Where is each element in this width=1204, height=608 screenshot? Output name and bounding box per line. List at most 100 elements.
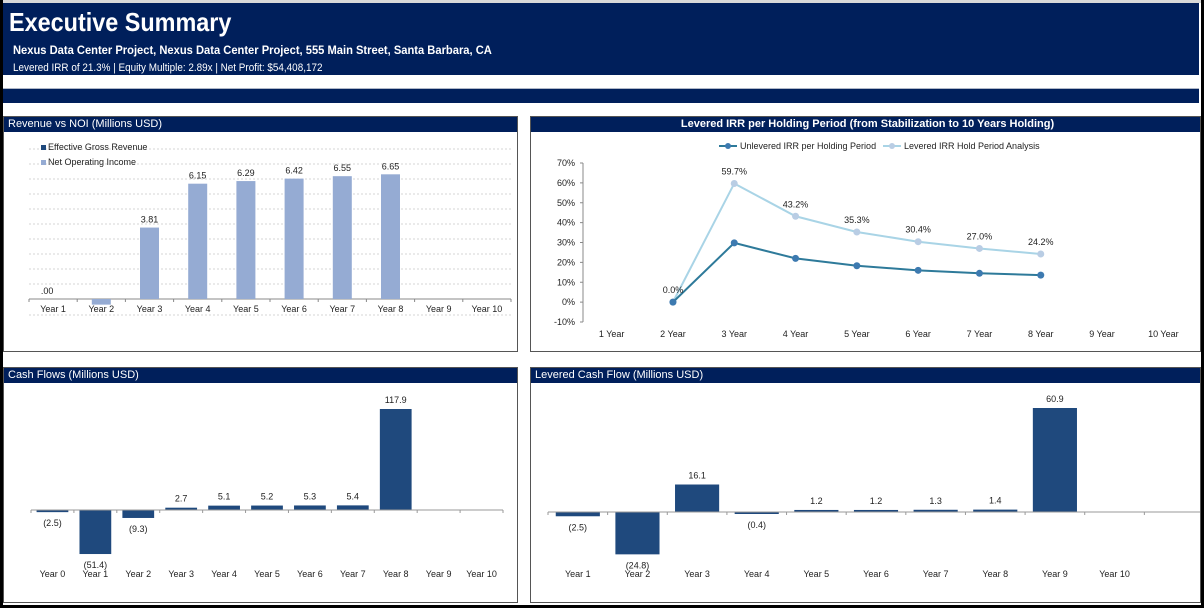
levered-irr-marker [914,238,922,246]
x-tick-label: 5 Year [844,329,870,339]
x-tick-label: Year 5 [254,569,280,579]
data-label: 6.42 [285,166,303,176]
levered-irr-line [672,182,1041,303]
data-label: 27.0% [967,231,993,241]
unlevered-irr-marker [914,266,922,274]
data-label: 5.4 [347,491,360,501]
x-tick-label: Year 10 [1099,569,1130,579]
key-metrics: Levered IRR of 21.3% | Equity Multiple: … [13,62,323,74]
noi-bar [381,174,400,299]
x-tick-label: Year 2 [88,304,114,314]
data-label: 1.3 [929,496,942,506]
x-tick-label: Year 4 [185,304,211,314]
unlevered-irr-marker [730,239,738,247]
y-tick-label: -10% [554,317,575,327]
unlevered-irr-marker [853,262,861,270]
x-tick-label: Year 10 [472,304,503,314]
cash-flow-bar [122,510,155,518]
noi-bar [332,176,352,299]
x-tick-label: Year 8 [982,569,1008,579]
panel-title: Cash Flows (Millions USD) [4,368,517,383]
cash-flow-bar [36,510,69,513]
cash-flow-bar [794,509,839,512]
legend-swatch-noi [41,160,46,165]
cash-flow-bar [251,505,283,510]
unlevered-irr-marker [792,254,800,262]
summary-header: Executive Summary Nexus Data Center Proj… [3,3,1199,75]
spacer-row [3,75,1199,89]
legend-marker-unlevered [725,143,731,149]
unlevered-irr-line [672,241,1041,303]
data-label: (9.3) [129,524,148,534]
levered-irr-marker [853,228,861,236]
cash-flow-bar [853,509,899,512]
data-label: 30.4% [905,225,931,235]
data-label: 16.1 [688,471,706,481]
data-label: 6.15 [189,171,207,181]
y-tick-label: 0% [562,297,575,307]
data-label: (2.5) [43,518,62,528]
irr-chart: 70% 60% 50% 40% 30% 20% 10% 0% -10% 1 Year 2 Year 3… [554,141,1179,339]
cash-flow-bar [208,505,240,510]
x-tick-label: 9 Year [1089,329,1115,339]
x-tick-label: Year 4 [744,569,770,579]
panel-title: Levered Cash Flow (Millions USD) [531,368,1200,383]
sheet-top-edge [0,0,1204,3]
levered-irr-marker [975,244,983,252]
noi-bar [91,299,111,305]
unlevered-irr-marker [975,269,983,277]
data-label: .00 [41,286,54,296]
data-label: 1.2 [870,496,883,506]
x-tick-label: Year 1 [565,569,591,579]
page-title: Executive Summary [9,7,232,37]
levered-cash-flow-chart: (2.5) Year 1 (24.8)Year 2 16.1 Year 3 (0.4) Ye… [547,394,1200,579]
data-label: 59.7% [721,166,747,176]
x-tick-label: Year 6 [863,569,889,579]
cash-flows-chart: (2.5) Year 0 (51.4)Year 1 (9.3) Year 2 2.7 Yea… [30,395,504,579]
data-label: (24.8) [626,560,650,570]
data-label: 1.4 [989,496,1002,506]
legend-label: Effective Gross Revenue [48,142,147,152]
data-label: 6.55 [334,163,352,173]
data-label: 5.3 [304,491,317,501]
panel-title: Levered IRR per Holding Period (from Sta… [531,117,1200,132]
x-tick-label: 7 Year [967,329,993,339]
x-tick-label: Year 9 [1042,569,1068,579]
legend-marker-levered [889,143,895,149]
cash-flow-bar [734,512,779,514]
data-label: 3.81 [141,215,159,225]
data-label: 2.7 [175,494,188,504]
x-tick-label: Year 8 [378,304,404,314]
x-tick-label: Year 5 [233,304,259,314]
cash-flow-bar [675,484,720,512]
x-tick-label: Year 3 [684,569,710,579]
x-tick-label: Year 6 [297,569,323,579]
data-label: 117.9 [385,395,407,405]
cash-flow-bar [913,509,958,512]
y-tick-label: 10% [557,277,575,287]
legend-label: Levered IRR Hold Period Analysis [904,141,1040,151]
unlevered-irr-marker [1037,271,1045,279]
levered-irr-marker [1037,250,1045,258]
x-tick-label: Year 9 [426,304,452,314]
data-label: (2.5) [569,522,588,532]
cash-flow-bar [1032,408,1077,512]
y-tick-label: 30% [557,238,575,248]
y-tick-label: 50% [557,198,575,208]
x-tick-label: Year 9 [426,569,452,579]
cash-flow-bar [615,512,660,555]
x-tick-label: Year 1 [83,569,109,579]
data-label: 5.2 [261,492,274,502]
project-subtitle: Nexus Data Center Project, Nexus Data Ce… [13,43,492,57]
noi-bar [284,178,304,299]
x-tick-label: 10 Year [1148,329,1179,339]
x-tick-label: 6 Year [905,329,931,339]
x-tick-label: Year 7 [923,569,949,579]
cash-flow-bar [165,507,198,510]
x-tick-label: Year 10 [466,569,497,579]
noi-bar [188,183,208,299]
x-tick-label: 4 Year [783,329,809,339]
unlevered-irr-marker [669,298,677,306]
y-tick-label: 20% [557,257,575,267]
levered-cash-flow-panel: Levered Cash Flow (Millions USD) (2.5) Ye… [530,367,1201,603]
